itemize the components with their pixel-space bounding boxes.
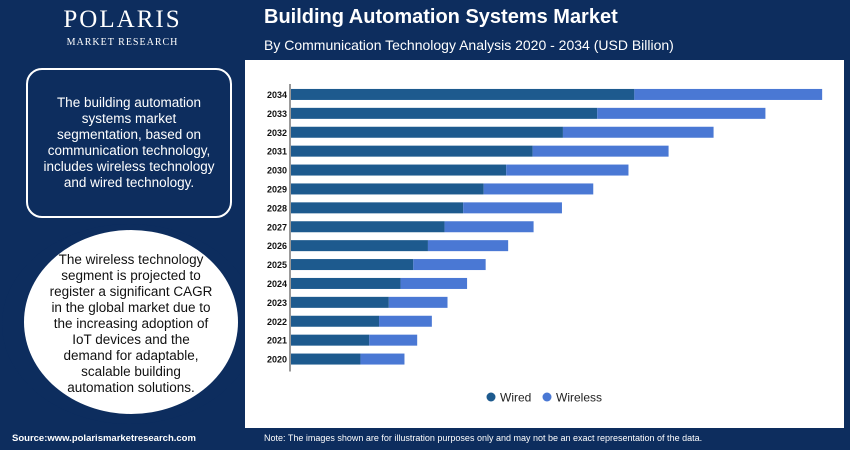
bar-wired-2026 [291, 240, 428, 252]
logo-subtitle: MARKET RESEARCH [66, 37, 179, 48]
y-tick-label: 2030 [267, 166, 287, 176]
bar-wired-2032 [291, 126, 563, 138]
bar-wireless-2028 [463, 202, 562, 214]
bar-wireless-2030 [506, 164, 629, 176]
bar-wireless-2031 [532, 145, 669, 157]
y-tick-label: 2031 [267, 147, 287, 157]
y-tick-label: 2024 [267, 279, 287, 289]
legend-marker-wireless [542, 392, 552, 402]
bar-wireless-2032 [562, 126, 714, 138]
bar-wireless-2027 [444, 221, 534, 233]
bar-wired-2033 [291, 107, 598, 119]
y-tick-label: 2034 [267, 90, 287, 100]
y-tick-label: 2022 [267, 317, 287, 327]
bar-wired-2028 [291, 202, 464, 214]
segmentation-info-text: The building automation systems market s… [43, 95, 215, 190]
bar-wired-2021 [291, 334, 370, 346]
y-tick-label: 2027 [267, 222, 287, 232]
bar-wireless-2022 [379, 315, 432, 327]
bar-wireless-2021 [369, 334, 418, 346]
bar-wireless-2026 [427, 240, 509, 252]
y-tick-label: 2033 [267, 109, 287, 119]
bar-wired-2023 [291, 296, 389, 308]
y-tick-label: 2029 [267, 184, 287, 194]
y-tick-label: 2020 [267, 355, 287, 365]
bar-chart: 2034 2033 2032 2031 2030 2029 2028 2027 2026 2025… [267, 84, 823, 405]
bar-wired-2025 [291, 259, 414, 271]
logo-brand: POLARIS [63, 6, 182, 33]
bar-wireless-2033 [597, 107, 766, 119]
disclaimer-note: Note: The images shown are for illustrat… [264, 433, 703, 443]
bar-wireless-2025 [413, 259, 486, 271]
bar-wired-2029 [291, 183, 484, 195]
bar-wireless-2029 [483, 183, 594, 195]
y-tick-label: 2021 [267, 336, 287, 346]
bar-wired-2022 [291, 315, 380, 327]
y-tick-label: 2028 [267, 203, 287, 213]
legend-label-wireless: Wireless [556, 391, 602, 405]
legend-label-wired: Wired [500, 391, 531, 405]
y-tick-label: 2025 [267, 260, 287, 270]
bar-wired-2020 [291, 353, 361, 365]
polaris-logo: POLARIS MARKET RESEARCH [0, 0, 245, 60]
legend-marker-wired [486, 392, 496, 402]
bar-wireless-2034 [634, 88, 823, 100]
segmentation-info-box: The building automation systems market s… [26, 68, 232, 218]
wireless-info-circle: The wireless technology segment is proje… [24, 230, 238, 414]
page-subtitle: By Communication Technology Analysis 202… [264, 37, 674, 53]
bar-wired-2031 [291, 145, 533, 157]
y-tick-label: 2023 [267, 298, 287, 308]
bar-wireless-2020 [360, 353, 405, 365]
bar-wired-2030 [291, 164, 507, 176]
bar-wireless-2024 [400, 277, 468, 289]
wireless-info-text: The wireless technology segment is proje… [49, 252, 213, 395]
bar-wired-2024 [291, 277, 401, 289]
page-title: Building Automation Systems Market [264, 6, 618, 28]
y-tick-label: 2032 [267, 128, 287, 138]
bar-wired-2034 [291, 88, 635, 100]
y-tick-label: 2026 [267, 241, 287, 251]
bar-wired-2027 [291, 221, 445, 233]
source-text: Source:www.polarismarketresearch.com [12, 433, 196, 444]
chart-panel: 2034 2033 2032 2031 2030 2029 2028 2027 2026 2025… [245, 60, 844, 428]
bar-wireless-2023 [388, 296, 448, 308]
